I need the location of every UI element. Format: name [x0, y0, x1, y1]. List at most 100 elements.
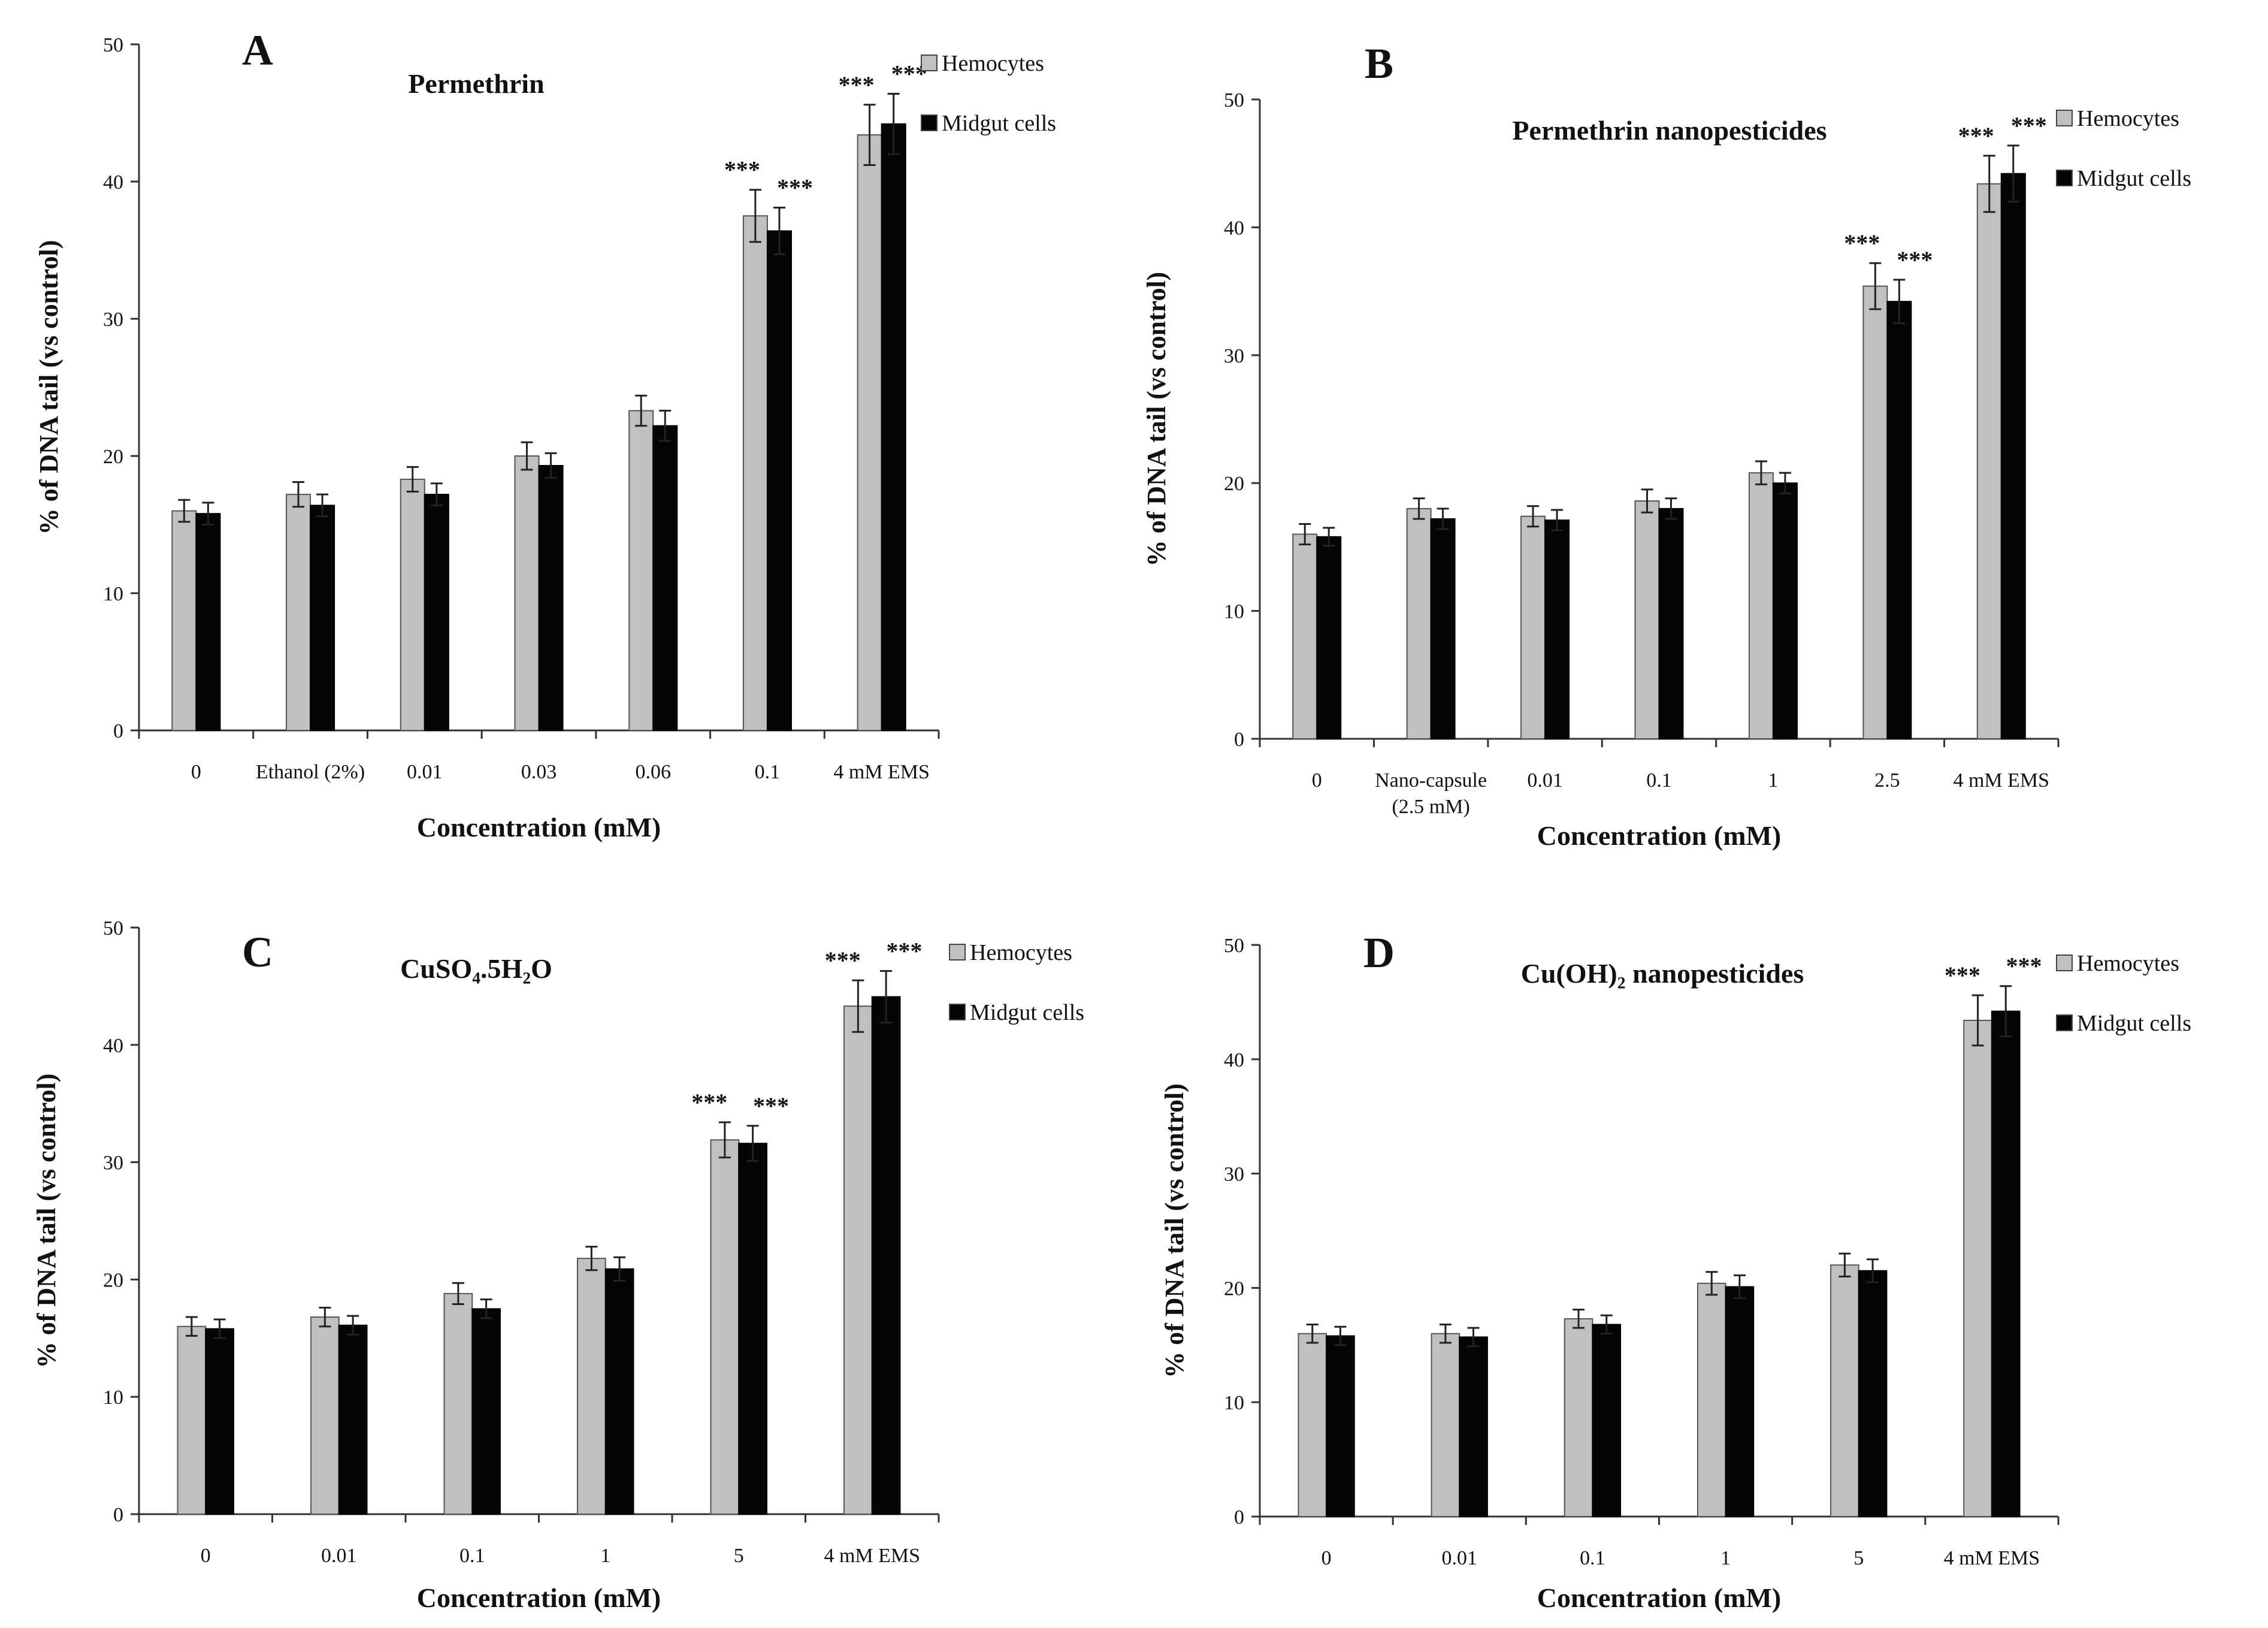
panel-c-legend: Hemocytes Midgut cells: [949, 940, 1084, 1025]
panel-d-y-tick-label: 30: [1224, 1164, 1244, 1186]
panel-b-bar-hemocytes: [1406, 508, 1432, 739]
panel-c-y-tick-label: 30: [103, 1152, 123, 1174]
panel-d-x-tick-label: 0.01: [1442, 1547, 1478, 1569]
panel-b-x-tick-label: 0.01: [1527, 769, 1563, 792]
panel-c-significance-midgut: ***: [886, 937, 922, 964]
panel-c-significance-hemocytes: ***: [825, 947, 861, 974]
panel-d-bar-hemocytes: [1830, 1264, 1859, 1517]
panel-a-y-axis-title: % of DNA tail (vs control): [34, 240, 63, 535]
panel-a-bar-midgut: [310, 505, 335, 731]
panel-c-letter: C: [242, 928, 273, 976]
panel-c-bar-hemocytes: [310, 1316, 340, 1515]
panel-a-x-tick-label: 0.06: [635, 761, 671, 783]
panel-a-significance-midgut: ***: [777, 174, 813, 201]
panel-d-x-tick-label: 5: [1853, 1547, 1864, 1569]
panel-b-bar-midgut: [1772, 482, 1798, 739]
panel-b-bar-midgut: [1544, 519, 1570, 739]
panel-a-title: Permethrin: [408, 68, 544, 99]
panel-b-bar-hemocytes: [1976, 183, 2002, 739]
panel-c-y-axis-title: % of DNA tail (vs control): [32, 1074, 61, 1369]
panel-b-y-axis-title: % of DNA tail (vs control): [1142, 272, 1171, 567]
panel-d-title: Cu(OH)₂ nanopesticides: [1521, 958, 1804, 989]
panel-a-y-tick-label: 40: [103, 171, 123, 194]
panel-d-significance-midgut: ***: [2006, 953, 2042, 980]
panel-c-x-tick-label: 0.01: [321, 1545, 357, 1567]
panel-a-bar-midgut: [652, 425, 678, 731]
panel-c-legend-swatch-midgut: [949, 1004, 966, 1020]
panel-c-bar-midgut: [471, 1308, 501, 1515]
panel-b-title: Permethrin nanopesticides: [1512, 115, 1827, 146]
panel-a-x-tick-label: 0: [191, 761, 201, 783]
panel-b-significance-hemocytes: ***: [1958, 122, 1994, 149]
panel-a-bar-hemocytes: [628, 410, 654, 731]
panel-d-bar-midgut: [1725, 1286, 1755, 1517]
panel-d-bar-midgut: [1326, 1335, 1355, 1517]
panel-c-bar-midgut: [871, 996, 901, 1515]
panel-d-bar-hemocytes: [1963, 1019, 1992, 1517]
panel-c-bar-hemocytes: [177, 1325, 207, 1515]
panel-a-x-tick-label: 4 mM EMS: [833, 761, 930, 783]
panel-c-x-tick-label: 4 mM EMS: [824, 1545, 920, 1567]
panel-a-legend-swatch-midgut: [921, 114, 938, 131]
panel-d-bar-hemocytes: [1697, 1282, 1726, 1518]
panel-c-bar-hemocytes: [843, 1005, 873, 1515]
panel-a-bar-hemocytes: [286, 494, 312, 731]
panel-d-y-tick-label: 50: [1224, 935, 1244, 957]
panel-a-legend-swatch-hemocytes: [921, 55, 938, 71]
panel-a-y-tick-label: 50: [103, 34, 123, 56]
panel-d-y-tick-label: 10: [1224, 1392, 1244, 1414]
panel-b-y-tick-label: 20: [1224, 473, 1244, 495]
panel-c-bar-midgut: [604, 1268, 634, 1515]
panel-b-legend: Hemocytes Midgut cells: [2056, 106, 2191, 191]
panel-d-y-axis-title: % of DNA tail (vs control): [1160, 1083, 1189, 1378]
panel-d-bar-midgut: [1991, 1010, 2021, 1517]
panel-c-bar-hemocytes: [443, 1292, 473, 1515]
panel-c-x-tick-label: 1: [600, 1545, 610, 1567]
panel-b-x-tick-label: 4 mM EMS: [1953, 769, 2049, 792]
panel-a-y-tick-label: 30: [103, 309, 123, 331]
panel-a-y-tick-label: 10: [103, 583, 123, 605]
panel-d-x-tick-label: 1: [1720, 1547, 1731, 1569]
panel-a-bar-hemocytes: [857, 134, 882, 731]
panel-d-bar-midgut: [1858, 1270, 1888, 1518]
panel-b-bar-midgut: [1886, 301, 1912, 739]
panel-c-x-tick-label: 0: [201, 1545, 211, 1567]
panel-b: 0 10 20 30 40 50 0 Nano-capsule (2.5 mM) 0.01 0.1 1…: [1142, 40, 2191, 851]
panel-a-legend-label-hemocytes: Hemocytes: [942, 51, 1044, 76]
panel-d-bar-hemocytes: [1431, 1333, 1460, 1517]
panel-b-bar-midgut: [1430, 518, 1456, 740]
panel-a-bar-hemocytes: [400, 478, 425, 731]
panel-b-legend-swatch-hemocytes: [2056, 110, 2073, 126]
panel-b-y-tick-label: 40: [1224, 217, 1244, 239]
panel-c-x-axis-title: Concentration (mM): [417, 1582, 661, 1613]
panel-d-legend-swatch-hemocytes: [2056, 955, 2073, 971]
panel-b-significance-hemocytes: ***: [1844, 229, 1880, 256]
panel-c-legend-label-hemocytes: Hemocytes: [970, 940, 1072, 965]
panel-b-significance-midgut: ***: [2011, 112, 2047, 139]
panel-c-x-tick-label: 0.1: [459, 1545, 485, 1567]
panel-b-y-tick-label: 10: [1224, 601, 1244, 623]
panel-a-letter: A: [242, 26, 273, 74]
panel-b-bar-hemocytes: [1520, 515, 1546, 740]
panel-b-y-tick-label: 50: [1224, 89, 1244, 111]
panel-b-x-tick-label: 2.5: [1874, 769, 1900, 792]
panel-d-x-axis-title: Concentration (mM): [1537, 1582, 1782, 1613]
panel-a-bar-midgut: [881, 123, 906, 731]
panel-c-y-tick-label: 40: [103, 1035, 123, 1057]
panel-d-y-tick-label: 0: [1234, 1506, 1244, 1529]
panel-b-x-tick-label: 0.1: [1646, 769, 1672, 792]
panel-d-bar-hemocytes: [1298, 1333, 1327, 1517]
panel-a-y-tick-label: 20: [103, 446, 123, 468]
panel-a-bar-hemocytes: [514, 455, 540, 731]
panel-b-bar-midgut: [2000, 173, 2026, 740]
panel-d-x-tick-label: 0: [1322, 1547, 1332, 1569]
panel-a-bar-midgut: [424, 494, 449, 731]
panel-b-x-tick-label: Nano-capsule: [1375, 769, 1487, 792]
panel-d-significance-hemocytes: ***: [1945, 962, 1980, 989]
panel-d-bar-midgut: [1592, 1324, 1622, 1518]
panel-b-bar-hemocytes: [1634, 500, 1660, 739]
panel-c-bar-midgut: [205, 1328, 234, 1515]
panel-b-bar-hemocytes: [1292, 533, 1318, 739]
panel-d-letter: D: [1363, 929, 1395, 977]
panel-c-bar-hemocytes: [710, 1139, 740, 1515]
